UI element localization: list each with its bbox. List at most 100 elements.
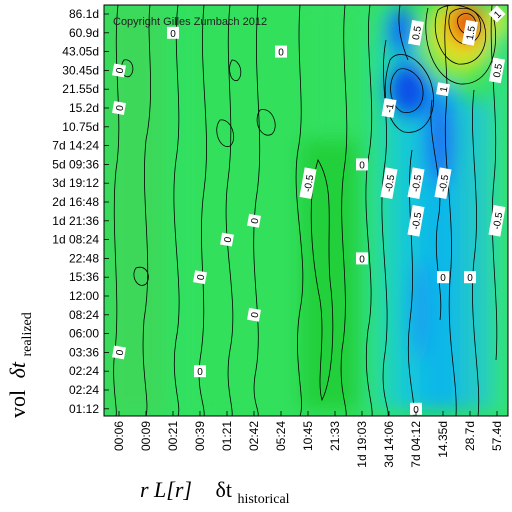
contour-label-background	[407, 167, 425, 200]
contour-label-text: 0	[359, 254, 365, 265]
contour-label-text: -0.5	[411, 211, 425, 230]
y-tick-label: 01:12	[69, 402, 99, 416]
contour-label-background	[407, 204, 425, 237]
y-axis-ticks: 86.1d 60.9d 43.05d 30.45d 21.55d 15.2d 10.75d 7…	[52, 7, 109, 416]
contour-label-background	[462, 19, 478, 46]
y-axis-title-delta: δt	[5, 361, 30, 378]
y-tick-label: 06:00	[69, 327, 99, 341]
contour-label-text: -1	[384, 103, 396, 114]
contour-label: 0	[356, 252, 368, 265]
contour-label: 0.5	[489, 57, 505, 84]
contour-label: 1.5	[462, 19, 478, 46]
y-tick-label: 10.75d	[62, 120, 99, 134]
contour-label: 0	[464, 271, 476, 284]
y-tick-label: 60.9d	[69, 26, 99, 40]
contour-label: -0.5	[488, 204, 506, 237]
svg-text:vol δt realized: vol δt realized	[5, 312, 35, 418]
x-axis-title-sub: historical	[237, 492, 289, 507]
contour-label: 0	[112, 63, 126, 78]
x-axis-title-delta: δt	[215, 477, 231, 502]
x-tick-label: 00:21	[166, 421, 180, 451]
y-tick-label: 3d 19:12	[52, 176, 99, 190]
contour-label-background	[299, 167, 317, 200]
contour-label-text: 0	[115, 104, 127, 112]
x-axis-title-main: r L[r]	[140, 477, 192, 502]
contour-label-background	[381, 98, 397, 118]
y-axis-title-main: vol	[5, 390, 30, 418]
contour-label: -0.5	[299, 167, 317, 200]
contour-label: 0	[220, 232, 235, 247]
contour-label-text: 1.5	[465, 25, 478, 41]
contour-label-text: 0.5	[411, 25, 424, 41]
contour-label-text: 0	[413, 405, 419, 416]
x-tick-label: 1d 19:03	[355, 421, 369, 468]
contour-label-background	[247, 213, 261, 228]
y-tick-label: 22:48	[69, 251, 99, 265]
contour-label: 0	[247, 213, 261, 228]
contour-label-background	[112, 101, 126, 115]
contour-label-background	[380, 167, 398, 200]
contour-label-text: 0	[440, 273, 446, 284]
contour-label-background	[437, 271, 449, 284]
x-tick-label: 28.7d	[463, 421, 477, 451]
contour-label-background	[488, 204, 506, 237]
y-tick-label: 7d 14:24	[52, 139, 99, 153]
contour-label: 0	[247, 307, 261, 322]
contour-label-text: 0.5	[492, 62, 505, 78]
contour-label: -0.5	[380, 167, 398, 200]
contour-label-background	[464, 271, 476, 284]
copyright-text: Copyright Gilles Zumbach 2012	[113, 16, 267, 28]
x-tick-label: 02:42	[247, 421, 261, 451]
contour-labels: 0 0 0 0 0 -0.5 0 0 0 0 0 0 0 0 0.5 -1 -0.5 -0.5 -0.5 -0.5 1.…	[112, 5, 506, 416]
contour-label-text: 1	[439, 85, 451, 93]
contour-label: 0	[410, 402, 422, 416]
contour-label-background	[410, 402, 422, 415]
contour-label: 0	[112, 101, 127, 115]
x-axis-title: r L[r] δt historical	[140, 477, 290, 507]
y-tick-label: 15:36	[69, 270, 99, 284]
contour-label: -0.5	[407, 167, 425, 200]
contour-label-text: -0.5	[303, 174, 317, 193]
contour-label-background	[194, 365, 206, 378]
contour-label-background	[356, 158, 368, 171]
heat-field	[104, 5, 508, 416]
contour-label: 0	[194, 365, 206, 378]
contour-label-background	[247, 307, 261, 322]
y-tick-label: 1d 21:36	[52, 214, 99, 228]
contour-label-text: 0	[197, 367, 203, 378]
contour-label-background	[489, 57, 505, 84]
y-tick-label: 30.45d	[62, 63, 99, 77]
contour-label-background	[408, 19, 424, 46]
contour-label-text: -0.5	[492, 211, 506, 230]
y-axis-title: vol δt realized	[5, 312, 35, 418]
contour-label-text: 0	[278, 48, 284, 59]
contour-label-text: 0	[196, 273, 208, 281]
y-tick-label: 02:24	[69, 364, 99, 378]
contour-label: 0	[167, 26, 179, 40]
contour-label: 0	[193, 270, 208, 285]
x-tick-label: 21:33	[328, 421, 342, 451]
x-tick-label: 3d 14:06	[382, 421, 396, 468]
contour-label: 0	[437, 271, 449, 284]
contour-label-background	[275, 45, 287, 58]
contour-label-background	[167, 26, 179, 39]
x-tick-label: 05:24	[274, 421, 288, 451]
x-tick-label: 00:06	[112, 421, 126, 451]
contour-label-text: 0	[170, 29, 176, 40]
contour-label-text: -0.5	[384, 174, 398, 193]
x-tick-label: 10:45	[301, 421, 315, 451]
contour-label-background	[434, 167, 452, 200]
contour-label-background	[193, 270, 207, 285]
contour-lines	[113, 5, 498, 416]
contour-label-text: 0	[115, 349, 127, 357]
x-axis-ticks: 00:06 00:09 00:21 00:39 01:21 02:42 05:24 10:45…	[112, 411, 504, 468]
contour-label: 0	[112, 345, 127, 360]
y-tick-label: 2d 16:48	[52, 195, 99, 209]
contour-label-background	[220, 232, 234, 247]
y-tick-label: 02:24	[69, 383, 99, 397]
y-tick-label: 21.55d	[62, 82, 99, 96]
y-tick-label: 86.1d	[69, 7, 99, 21]
y-tick-label: 15.2d	[69, 101, 99, 115]
contour-label-text: 0	[223, 236, 235, 244]
